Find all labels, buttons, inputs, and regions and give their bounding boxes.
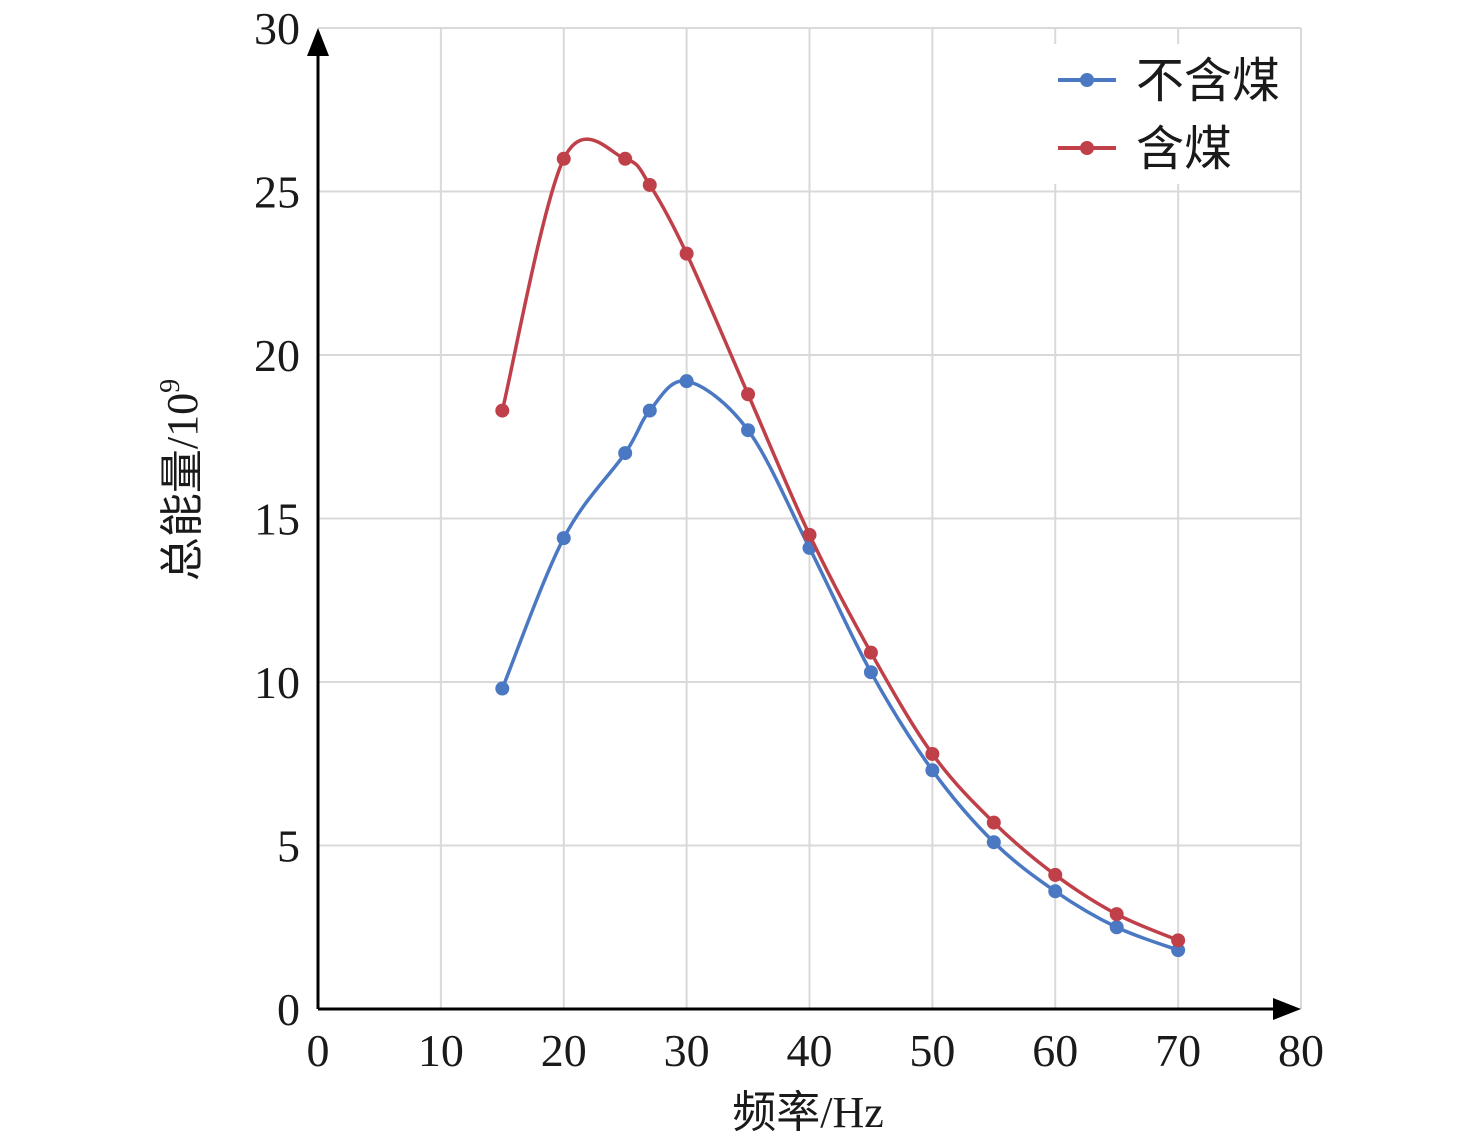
data-point bbox=[1109, 920, 1124, 935]
series-group bbox=[495, 137, 1186, 958]
x-tick-label: 0 bbox=[307, 1025, 330, 1076]
x-tick-label: 70 bbox=[1155, 1025, 1201, 1076]
data-point bbox=[618, 446, 633, 461]
legend-swatch-marker bbox=[1080, 73, 1094, 87]
series-line bbox=[500, 137, 1179, 942]
data-point bbox=[925, 763, 940, 778]
data-point bbox=[986, 815, 1001, 830]
series-2 bbox=[495, 137, 1186, 948]
x-tick-label: 60 bbox=[1032, 1025, 1078, 1076]
legend-label: 含煤 bbox=[1136, 123, 1232, 176]
data-point bbox=[1048, 884, 1063, 899]
x-tick-label: 30 bbox=[664, 1025, 710, 1076]
data-point bbox=[986, 835, 1001, 850]
data-point bbox=[556, 531, 571, 546]
y-axis-title-main: 总能量/10 bbox=[158, 393, 207, 581]
data-point bbox=[679, 246, 694, 261]
data-point bbox=[1171, 933, 1186, 948]
x-tick-label: 50 bbox=[909, 1025, 955, 1076]
data-point bbox=[863, 665, 878, 680]
x-tick-label: 10 bbox=[418, 1025, 464, 1076]
series-1 bbox=[495, 374, 1186, 958]
x-tick-label: 40 bbox=[787, 1025, 833, 1076]
data-point bbox=[495, 681, 510, 696]
x-axis-arrow bbox=[1273, 998, 1301, 1020]
y-axis-title-group: 总能量/109 bbox=[155, 379, 207, 581]
data-point bbox=[802, 527, 817, 542]
legend-item: 不含煤 bbox=[1058, 55, 1280, 108]
data-point bbox=[1048, 867, 1063, 882]
legend-swatch-marker bbox=[1080, 141, 1094, 155]
x-axis-title: 频率/Hz bbox=[732, 1088, 884, 1137]
data-point bbox=[618, 151, 633, 166]
legend-item: 含煤 bbox=[1058, 123, 1232, 176]
data-point bbox=[679, 374, 694, 389]
grid bbox=[318, 27, 1302, 1009]
legend-label: 不含煤 bbox=[1136, 55, 1280, 108]
x-tick-label: 20 bbox=[541, 1025, 587, 1076]
data-point bbox=[925, 746, 940, 761]
y-tick-label: 30 bbox=[254, 3, 300, 54]
series-line bbox=[500, 379, 1179, 952]
data-point bbox=[741, 423, 756, 438]
y-tick-label: 25 bbox=[254, 167, 300, 218]
y-tick-label: 10 bbox=[254, 657, 300, 708]
y-tick-label: 15 bbox=[254, 494, 300, 545]
data-point bbox=[741, 387, 756, 402]
y-tick-label: 20 bbox=[254, 330, 300, 381]
y-axis-title: 总能量/109 bbox=[155, 379, 207, 581]
tick-labels: 0 10 20 30 40 50 60 70 80 0 5 10 15 20 25 30 bbox=[254, 3, 1324, 1076]
y-axis-title-exponent: 9 bbox=[155, 379, 186, 393]
data-point bbox=[495, 403, 510, 418]
data-point bbox=[642, 177, 657, 192]
legend-background bbox=[1052, 44, 1300, 184]
x-tick-label: 80 bbox=[1278, 1025, 1324, 1076]
data-point bbox=[1109, 907, 1124, 922]
data-point bbox=[556, 151, 571, 166]
data-point bbox=[863, 645, 878, 660]
axes bbox=[307, 28, 1301, 1020]
y-axis-arrow bbox=[307, 28, 329, 56]
y-tick-label: 5 bbox=[277, 821, 300, 872]
data-point bbox=[1171, 943, 1186, 958]
data-point bbox=[642, 403, 657, 418]
y-tick-label: 0 bbox=[277, 984, 300, 1035]
